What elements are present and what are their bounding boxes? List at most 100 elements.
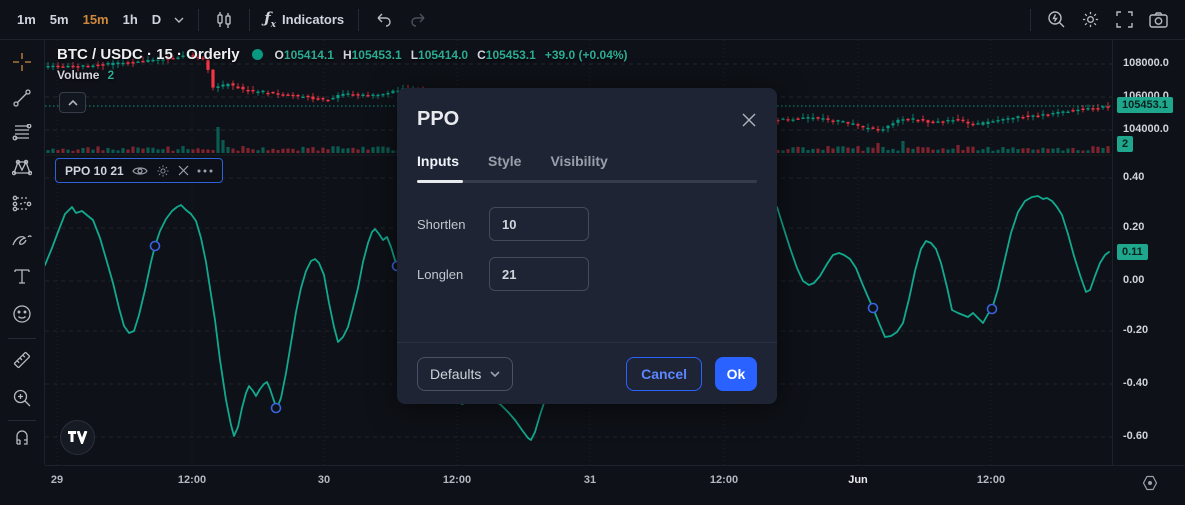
indicator-settings-gear-icon[interactable] xyxy=(156,164,170,178)
price-axis-label: 108000.0 xyxy=(1123,57,1169,69)
tab-visibility[interactable]: Visibility xyxy=(550,153,608,169)
magnet-icon[interactable] xyxy=(0,423,44,451)
longlen-field-row: Longlen xyxy=(417,257,757,291)
crosshair-icon[interactable] xyxy=(0,48,44,76)
undo-icon[interactable] xyxy=(367,6,401,34)
price-axis-label: 104000.0 xyxy=(1123,123,1169,135)
longlen-label: Longlen xyxy=(417,266,464,282)
trend-line-tool-icon[interactable] xyxy=(0,84,44,112)
time-axis-label: 12:00 xyxy=(709,474,739,486)
tradingview-logo[interactable] xyxy=(60,420,95,455)
timeframe-1h[interactable]: 1h xyxy=(122,12,138,27)
time-axis-label: 12:00 xyxy=(177,474,207,486)
time-axis[interactable]: 29 12:00 30 12:00 31 12:00 Jun 12:00 xyxy=(0,465,1185,505)
low-value: 105414.0 xyxy=(418,47,469,62)
settings-gear-icon[interactable] xyxy=(1073,6,1107,34)
ppo-axis-label: -0.40 xyxy=(1123,377,1149,389)
pane-collapse-button[interactable] xyxy=(59,92,86,113)
brush-tool-icon[interactable] xyxy=(0,226,44,254)
chevron-up-icon xyxy=(67,99,78,106)
defaults-dropdown-button[interactable]: Defaults xyxy=(417,356,514,391)
toolbar-separator xyxy=(1030,8,1031,31)
defaults-label: Defaults xyxy=(430,365,482,382)
dialog-header: PPO xyxy=(397,88,777,131)
cancel-button[interactable]: Cancel xyxy=(626,356,702,391)
toolbar-divider xyxy=(8,420,36,421)
ppo-legend-text: PPO 10 21 xyxy=(65,163,124,178)
symbol-header: BTC / USDC · 15 · Orderly O105414.1 H105… xyxy=(57,46,628,63)
eye-visibility-icon[interactable] xyxy=(132,165,148,177)
redo-icon[interactable] xyxy=(401,6,435,34)
ppo-axis-label: 0.00 xyxy=(1123,274,1145,286)
text-tool-icon[interactable] xyxy=(0,262,44,290)
toolbar-separator xyxy=(249,8,251,31)
top-toolbar: 1m 5m 15m 1h D ƒx Indicators xyxy=(0,0,1185,40)
price-axis[interactable]: 108000.0 106000.0 104000.0 105453.1 2 0.40 0.2… xyxy=(1112,40,1185,465)
ppo-indicator-legend[interactable]: PPO 10 21 xyxy=(55,158,223,183)
dialog-close-icon[interactable] xyxy=(741,112,757,128)
time-axis-label: Jun xyxy=(848,474,868,486)
xabcd-pattern-tool-icon[interactable] xyxy=(0,154,44,182)
time-axis-label: 31 xyxy=(583,474,597,486)
market-status-dot xyxy=(251,49,263,60)
time-axis-settings-icon[interactable] xyxy=(1138,471,1162,495)
dialog-footer: Defaults Cancel Ok xyxy=(397,342,777,404)
close-value: 105453.1 xyxy=(485,47,536,62)
time-axis-label: 29 xyxy=(50,474,64,486)
timeframe-1m[interactable]: 1m xyxy=(17,12,36,27)
time-axis-label: 30 xyxy=(317,474,331,486)
fullscreen-icon[interactable] xyxy=(1107,6,1141,34)
ppo-axis-label: 0.40 xyxy=(1123,171,1145,183)
longlen-input[interactable] xyxy=(489,257,589,291)
chevron-down-icon xyxy=(490,370,500,377)
ppo-settings-dialog: PPO Inputs Style Visibility Shortlen Lon… xyxy=(397,88,777,404)
change-value: +39.0 (+0.04%) xyxy=(544,47,628,62)
ohlc-values: O105414.1 H105453.1 L105414.0 C105453.1 … xyxy=(274,47,628,62)
chart-style-candles-icon[interactable] xyxy=(207,6,241,34)
high-value: 105453.1 xyxy=(351,47,402,62)
timeframe-dropdown-chevron-icon[interactable] xyxy=(168,6,190,34)
tab-inputs[interactable]: Inputs xyxy=(417,153,459,169)
zoom-in-icon[interactable] xyxy=(0,384,44,412)
timeframe-15m[interactable]: 15m xyxy=(82,12,109,27)
fib-retracement-tool-icon[interactable] xyxy=(0,119,44,147)
forecast-tool-icon[interactable] xyxy=(0,190,44,218)
toolbar-separator xyxy=(358,8,360,31)
tab-underline-active xyxy=(417,180,463,183)
ppo-axis-label: 0.20 xyxy=(1123,221,1145,233)
symbol-name[interactable]: BTC / USDC · 15 · Orderly xyxy=(57,46,240,63)
quick-search-icon[interactable] xyxy=(1039,6,1073,34)
tab-style[interactable]: Style xyxy=(488,153,522,169)
more-options-icon[interactable] xyxy=(197,169,213,173)
shortlen-input[interactable] xyxy=(489,207,589,241)
volume-legend[interactable]: Volume 2 xyxy=(57,68,114,82)
dialog-body: Shortlen Longlen xyxy=(397,183,777,291)
measure-ruler-icon[interactable] xyxy=(0,346,44,374)
tab-underline-track xyxy=(417,180,757,183)
camera-screenshot-icon[interactable] xyxy=(1141,6,1175,34)
dialog-tabs: Inputs Style Visibility xyxy=(397,131,777,169)
dialog-title: PPO xyxy=(417,108,460,130)
ppo-axis-label: -0.60 xyxy=(1123,430,1149,442)
price-badge: 105453.1 xyxy=(1117,97,1173,113)
ppo-value-badge: 0.11 xyxy=(1117,244,1148,260)
volume-value: 2 xyxy=(107,68,115,82)
indicators-button[interactable]: ƒx Indicators xyxy=(258,5,350,34)
indicators-label: Indicators xyxy=(282,12,345,27)
tv-logo-icon xyxy=(67,431,87,444)
time-axis-label: 12:00 xyxy=(976,474,1006,486)
ok-button[interactable]: Ok xyxy=(715,356,757,391)
timeframe-d[interactable]: D xyxy=(151,12,162,27)
volume-label: Volume xyxy=(57,68,100,82)
drawing-toolbar xyxy=(0,40,45,505)
timeframe-5m[interactable]: 5m xyxy=(49,12,69,27)
toolbar-separator xyxy=(198,8,200,31)
open-value: 105414.1 xyxy=(283,47,334,62)
price-badge: 2 xyxy=(1117,136,1134,152)
time-axis-label: 12:00 xyxy=(442,474,472,486)
shortlen-label: Shortlen xyxy=(417,216,466,232)
fx-icon: ƒx xyxy=(264,9,277,30)
emoji-tool-icon[interactable] xyxy=(0,300,44,328)
remove-indicator-x-icon[interactable] xyxy=(178,165,189,176)
